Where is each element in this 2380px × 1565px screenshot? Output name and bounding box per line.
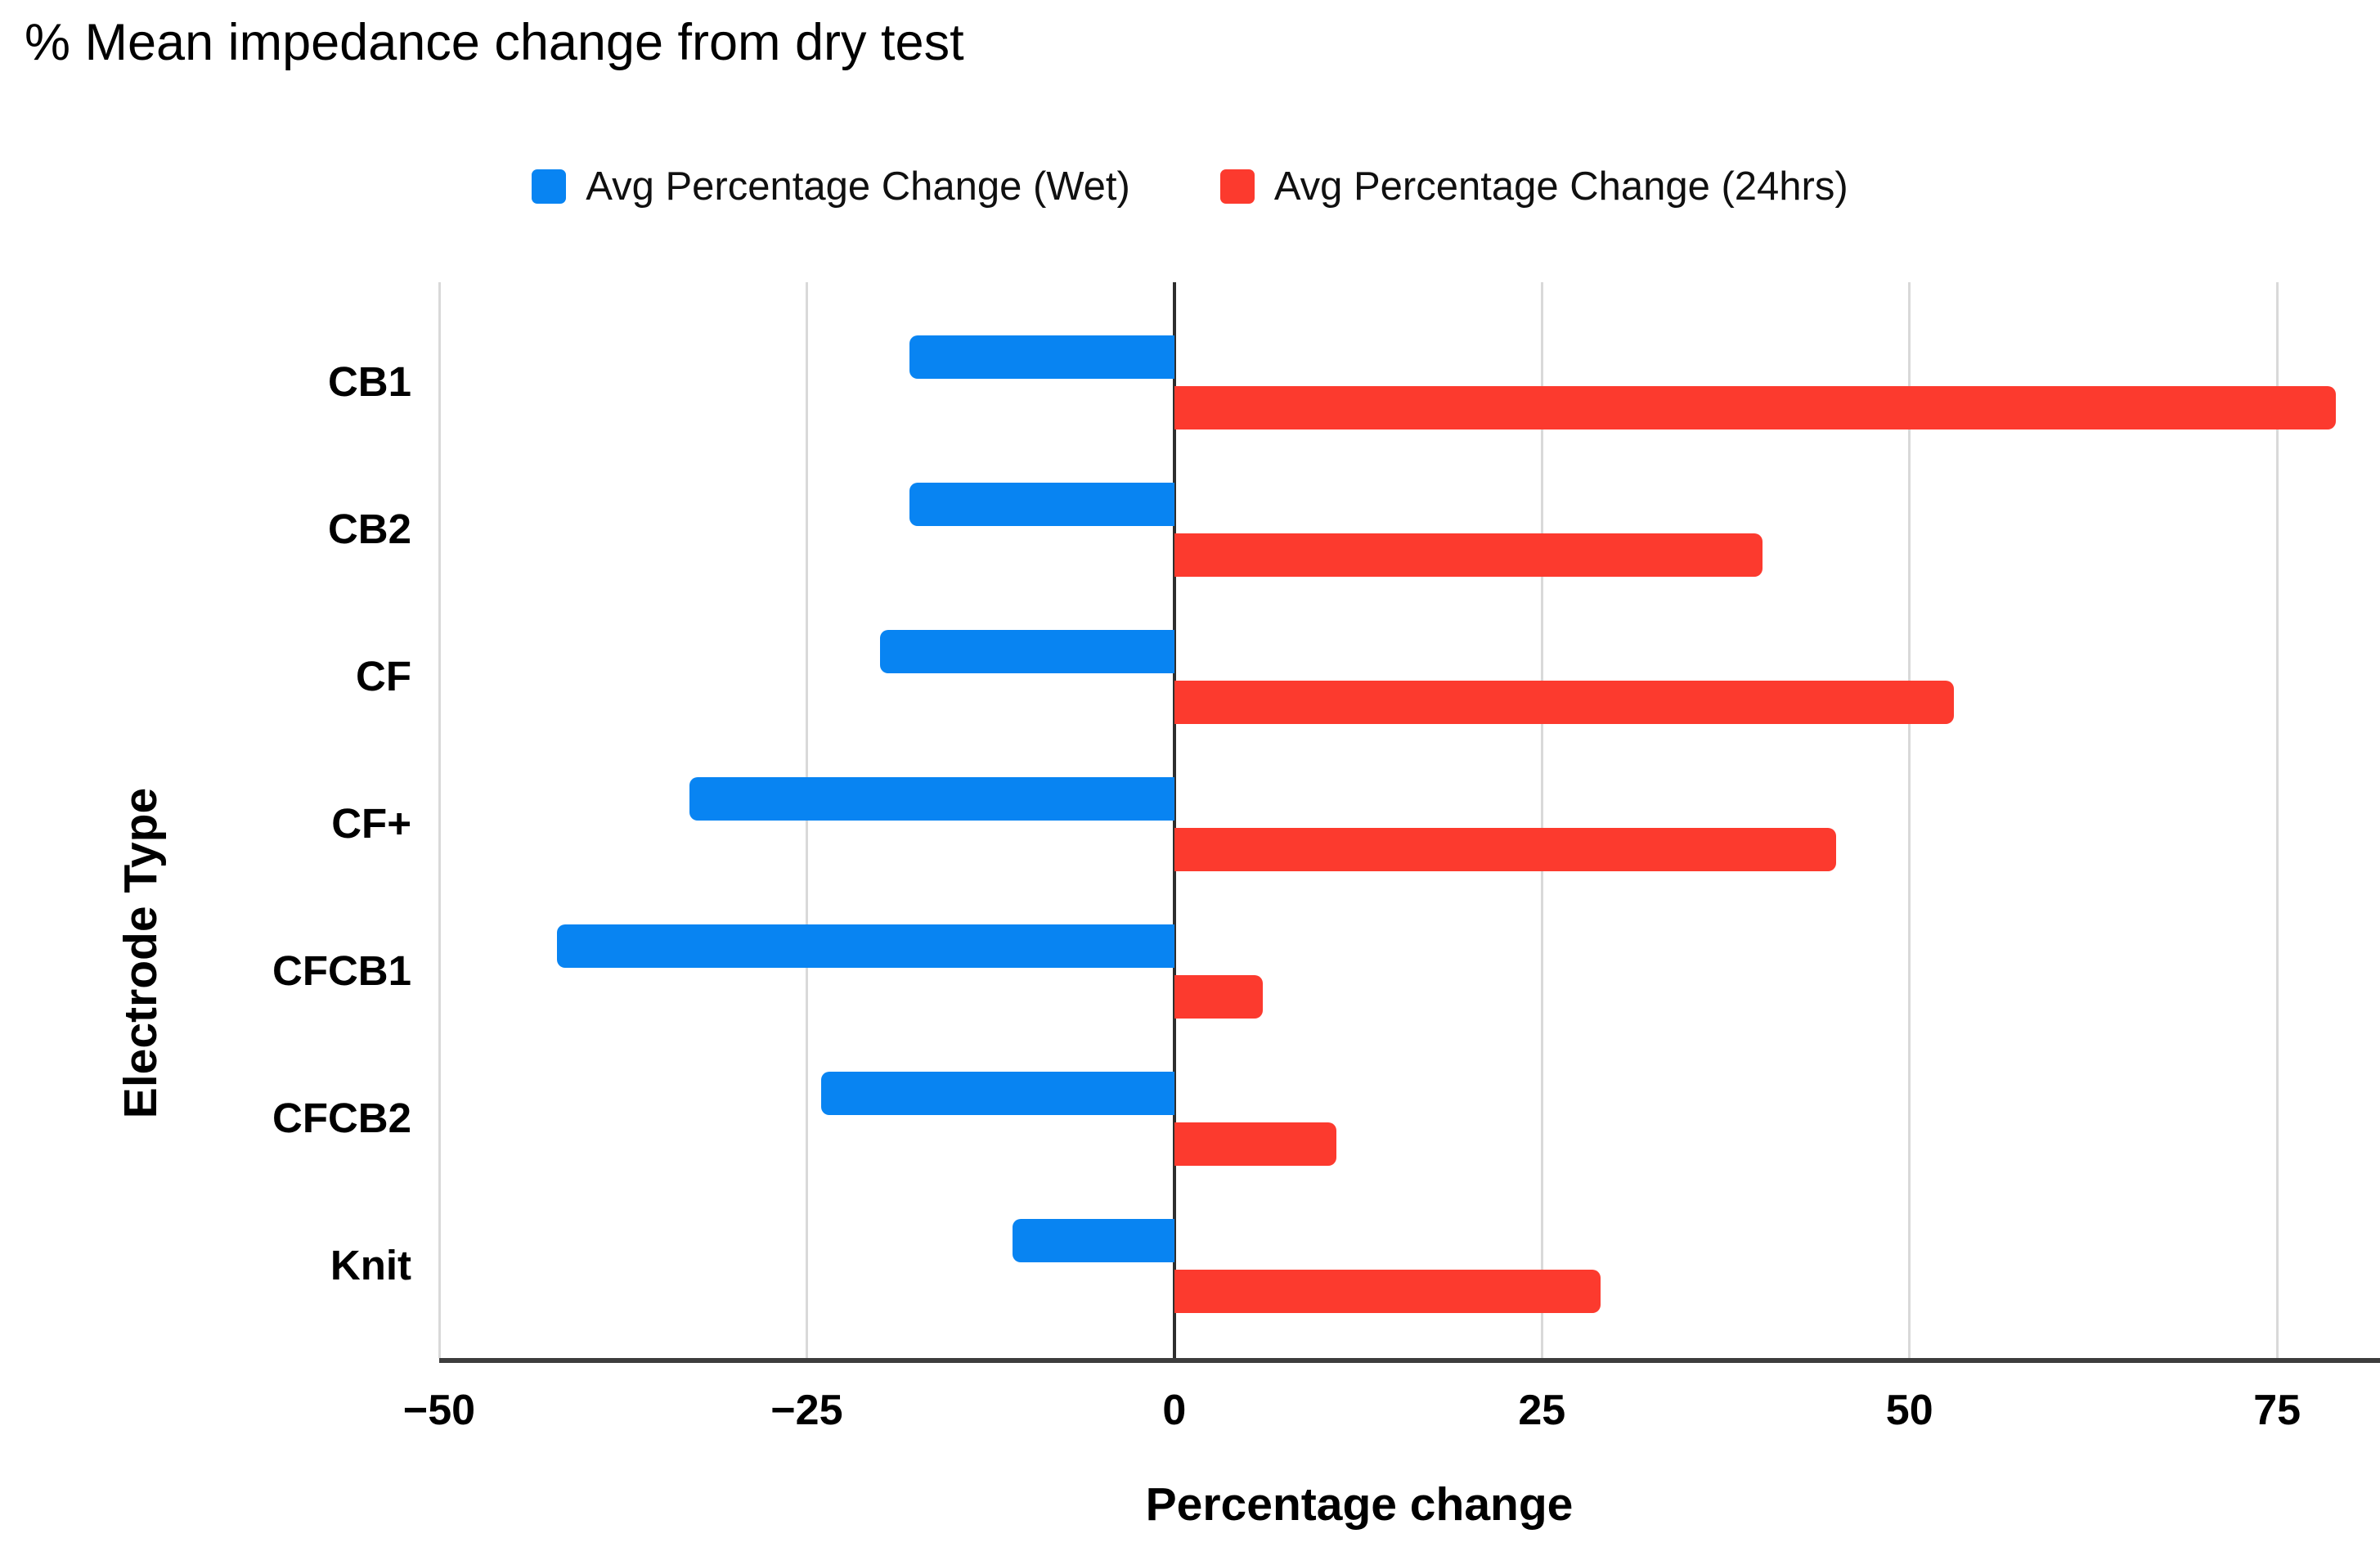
x-tick-label--50: −50 <box>402 1387 476 1434</box>
bar-cb1-wet[interactable] <box>909 335 1174 379</box>
x-tick-label-0: 0 <box>1162 1387 1187 1434</box>
x-axis-title: Percentage change <box>1145 1478 1574 1531</box>
plot-area <box>438 282 2380 1363</box>
gridline-25 <box>1540 282 1543 1358</box>
legend: Avg Percentage Change (Wet) Avg Percentag… <box>0 164 2380 209</box>
gridline--25 <box>805 282 808 1358</box>
x-tick-label-75: 75 <box>2253 1387 2301 1434</box>
x-tick-label-25: 25 <box>1518 1387 1566 1434</box>
bar-cb2-24hrs[interactable] <box>1174 533 1763 577</box>
bar-cfcb2-wet[interactable] <box>821 1071 1174 1115</box>
bar-cfplus-wet[interactable] <box>689 776 1174 821</box>
category-label-cb1: CB1 <box>327 358 411 405</box>
zero-axis-line <box>1172 282 1176 1358</box>
legend-swatch-24hrs <box>1219 169 1255 204</box>
bar-cf-24hrs[interactable] <box>1174 680 1954 724</box>
legend-label-wet: Avg Percentage Change (Wet) <box>586 164 1130 209</box>
bar-cfcb1-24hrs[interactable] <box>1174 974 1263 1019</box>
bar-cf-wet[interactable] <box>880 629 1174 673</box>
bar-knit-24hrs[interactable] <box>1174 1269 1601 1313</box>
x-tick-label-50: 50 <box>1885 1387 1933 1434</box>
gridline--50 <box>438 282 441 1358</box>
bar-cb1-24hrs[interactable] <box>1174 385 2337 429</box>
bar-cfcb1-wet[interactable] <box>556 924 1174 968</box>
category-label-knit: Knit <box>330 1242 411 1288</box>
category-label-cf: CF <box>356 653 411 699</box>
bar-cfplus-24hrs[interactable] <box>1174 827 1836 871</box>
bar-cfcb2-24hrs[interactable] <box>1174 1122 1336 1166</box>
legend-item-wet[interactable]: Avg Percentage Change (Wet) <box>532 164 1130 209</box>
legend-label-24hrs: Avg Percentage Change (24hrs) <box>1273 164 1848 209</box>
gridline-75 <box>2275 282 2279 1358</box>
chart-title: % Mean impedance change from dry test <box>25 14 964 71</box>
category-label-cfplus: CF+ <box>331 800 411 847</box>
gridline-50 <box>1908 282 1911 1358</box>
x-tick-label--25: −25 <box>770 1387 843 1434</box>
bar-knit-wet[interactable] <box>1013 1218 1174 1262</box>
category-label-cfcb2: CFCB2 <box>272 1095 411 1141</box>
bar-cb2-wet[interactable] <box>909 482 1174 526</box>
legend-item-24hrs[interactable]: Avg Percentage Change (24hrs) <box>1219 164 1848 209</box>
legend-swatch-wet <box>532 169 567 204</box>
category-label-cfcb1: CFCB1 <box>272 947 411 994</box>
category-label-cb2: CB2 <box>327 506 411 552</box>
